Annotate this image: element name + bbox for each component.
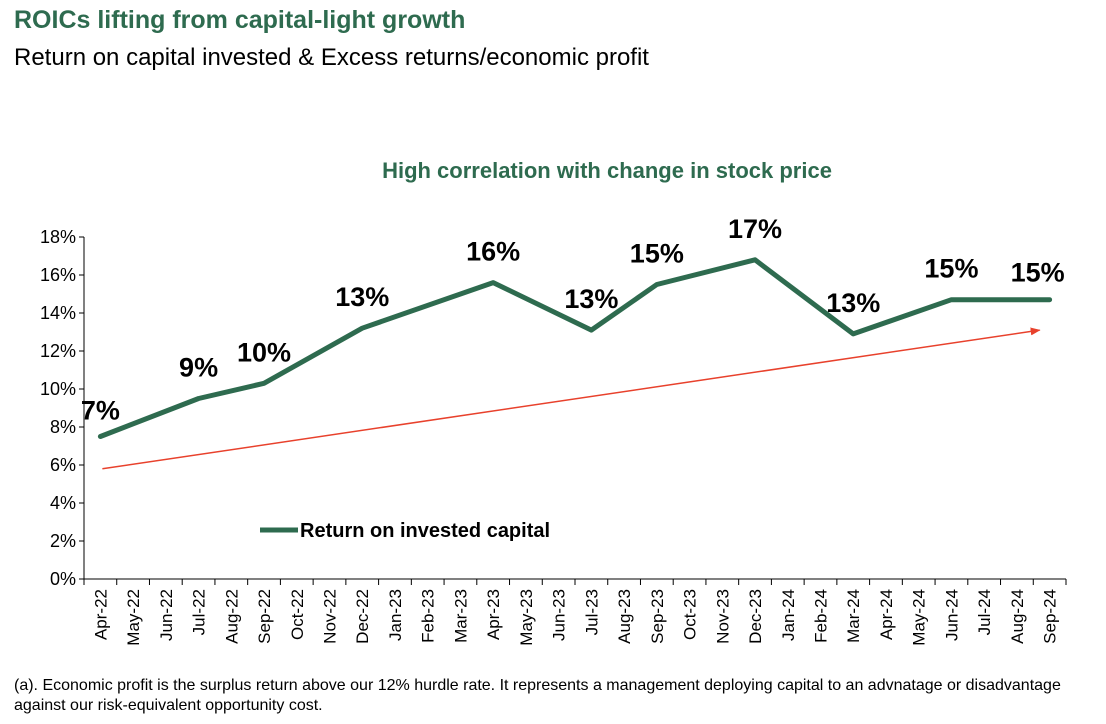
- x-tick-label: Apr-22: [91, 589, 110, 640]
- x-tick-label: May-24: [910, 589, 929, 646]
- x-tick-label: Aug-24: [1008, 589, 1027, 644]
- x-tick-label: Nov-23: [713, 589, 732, 644]
- x-tick-label: Feb-24: [812, 589, 831, 643]
- x-tick-label: Dec-23: [746, 589, 765, 644]
- y-tick-label: 14%: [40, 303, 76, 323]
- x-tick-label: Jun-23: [550, 589, 569, 641]
- x-tick-label: Nov-22: [321, 589, 340, 644]
- x-tick-label: Oct-23: [681, 589, 700, 640]
- data-label: 13%: [564, 284, 618, 314]
- series-group: [97, 257, 1053, 439]
- y-tick-label: 18%: [40, 227, 76, 247]
- roic-line-chart: High correlation with change in stock pr…: [40, 158, 1067, 646]
- chart-title: High correlation with change in stock pr…: [382, 158, 832, 183]
- data-label: 15%: [1011, 258, 1065, 288]
- x-tick-label: Feb-23: [419, 589, 438, 643]
- x-tick-label: Jul-24: [975, 589, 994, 635]
- y-tick-label: 4%: [50, 493, 76, 513]
- series-line-roic: [97, 257, 1053, 439]
- data-label: 17%: [728, 214, 782, 244]
- data-label: 9%: [179, 353, 218, 383]
- x-tick-label: Sep-23: [648, 589, 667, 644]
- x-tick-label: Oct-22: [288, 589, 307, 640]
- x-tick-label: Jul-23: [582, 589, 601, 635]
- x-tick-label: Dec-22: [353, 589, 372, 644]
- page-title: ROICs lifting from capital-light growth: [14, 6, 466, 34]
- x-tick-label: May-23: [517, 589, 536, 646]
- data-label: 10%: [237, 337, 291, 367]
- data-label: 15%: [630, 239, 684, 269]
- x-tick-label: Mar-24: [844, 589, 863, 643]
- y-tick-label: 8%: [50, 417, 76, 437]
- x-tick-label: Aug-23: [615, 589, 634, 644]
- legend-label-roic: Return on invested capital: [300, 520, 550, 542]
- x-tick-label: Jan-23: [386, 589, 405, 641]
- trend-arrow-group: [102, 327, 1041, 470]
- data-label: 13%: [335, 282, 389, 312]
- chart-axes: 0% 2% 4% 6% 8% 10% 12% 14% 16% 18% Apr-22 May-22 Jun…: [40, 227, 1067, 646]
- y-tick-label: 6%: [50, 455, 76, 475]
- footnote: (a). Economic profit is the surplus retu…: [14, 677, 1061, 714]
- x-tick-label: Jun-22: [157, 589, 176, 641]
- x-tick-label: Sep-22: [255, 589, 274, 644]
- x-tick-label: Sep-24: [1041, 589, 1060, 644]
- data-label: 7%: [81, 396, 120, 426]
- data-label: 15%: [924, 254, 978, 284]
- y-tick-label: 16%: [40, 265, 76, 285]
- x-tick-label: Apr-24: [877, 589, 896, 640]
- y-tick-label: 12%: [40, 341, 76, 361]
- y-tick-label: 2%: [50, 531, 76, 551]
- x-tick-label: Apr-23: [484, 589, 503, 640]
- data-label: 13%: [826, 288, 880, 318]
- x-tick-label: Jul-22: [190, 589, 209, 635]
- x-tick-label: May-22: [124, 589, 143, 646]
- x-tick-label: Jan-24: [779, 589, 798, 641]
- y-tick-label: 0%: [50, 569, 76, 589]
- data-label: 16%: [466, 237, 520, 267]
- x-tick-label: Jun-24: [942, 589, 961, 641]
- chart-legend: Return on invested capital: [260, 520, 550, 542]
- page-subtitle: Return on capital invested & Excess retu…: [14, 44, 649, 71]
- data-label-group: 7% 9% 10% 13% 16% 13% 15% 17% 13% 15% 15%: [81, 214, 1065, 426]
- x-tick-label: Aug-22: [222, 589, 241, 644]
- trend-arrow: [102, 327, 1041, 470]
- y-tick-label: 10%: [40, 379, 76, 399]
- x-tick-label: Mar-23: [451, 589, 470, 643]
